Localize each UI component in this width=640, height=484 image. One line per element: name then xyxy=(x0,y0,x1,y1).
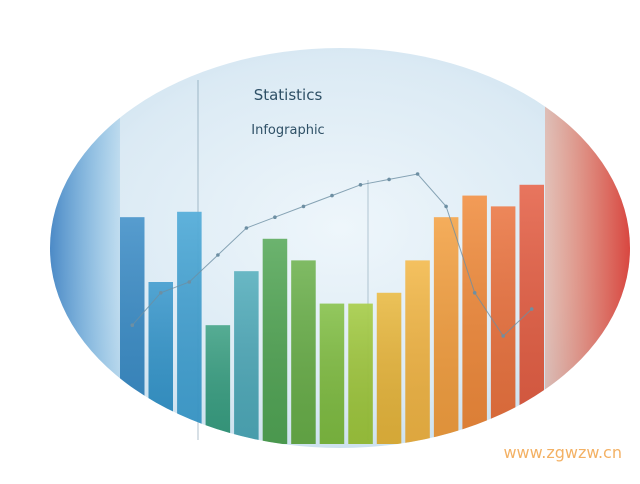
bar-shade-6 xyxy=(262,238,288,444)
trend-group xyxy=(130,172,534,338)
trend-point-15 xyxy=(529,307,534,311)
watermark: www.zgwzw.cn xyxy=(503,443,622,462)
chart-subtitle: Infographic xyxy=(251,123,324,138)
bar-shade-2 xyxy=(148,282,173,444)
trend-point-4 xyxy=(216,253,220,257)
bar-shade-13 xyxy=(462,195,487,444)
trend-point-1 xyxy=(130,323,135,328)
bar-shade-3 xyxy=(177,211,202,444)
trend-point-6 xyxy=(273,215,277,219)
trend-point-5 xyxy=(244,226,249,230)
trend-point-12 xyxy=(444,204,448,209)
bar-shade-14 xyxy=(490,206,516,444)
bar-shade-9 xyxy=(348,303,373,444)
bar-shade-12 xyxy=(433,217,459,444)
bar-shade-4 xyxy=(205,325,231,444)
trend-point-13 xyxy=(472,291,477,295)
bar-shade-15 xyxy=(519,184,544,445)
trend-point-8 xyxy=(330,193,334,198)
bar-shade-5 xyxy=(234,271,259,444)
chart-title: Statistics xyxy=(254,86,323,104)
bar-shade-1 xyxy=(120,217,145,444)
trend-point-3 xyxy=(187,280,192,284)
trend-point-2 xyxy=(159,291,163,295)
bar-shade-11 xyxy=(405,260,430,444)
trend-point-10 xyxy=(387,177,391,182)
trend-point-11 xyxy=(415,172,420,176)
bar-shade-8 xyxy=(319,303,345,444)
bar-shade-10 xyxy=(376,292,402,444)
bar-shade-7 xyxy=(291,260,316,444)
trend-point-14 xyxy=(501,334,506,338)
trend-point-9 xyxy=(358,183,363,187)
trend-point-7 xyxy=(301,204,306,209)
